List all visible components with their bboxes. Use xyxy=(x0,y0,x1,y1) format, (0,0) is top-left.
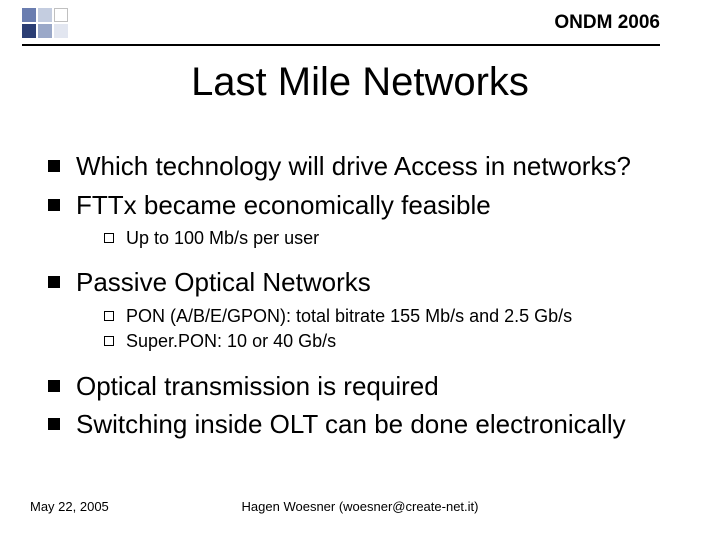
square-bullet-icon xyxy=(48,160,60,172)
logo-square xyxy=(54,8,68,22)
slide-title: Last Mile Networks xyxy=(0,60,720,105)
logo-square xyxy=(22,8,36,22)
header-rule xyxy=(22,44,660,46)
bullet-level1: Optical transmission is required xyxy=(48,370,680,403)
slide: ONDM 2006 Last Mile Networks Which techn… xyxy=(0,0,720,540)
bullet-text: Up to 100 Mb/s per user xyxy=(126,227,319,250)
bullet-text: Passive Optical Networks xyxy=(76,266,371,299)
bullet-text: Which technology will drive Access in ne… xyxy=(76,150,631,183)
bullet-text: Optical transmission is required xyxy=(76,370,439,403)
content-body: Which technology will drive Access in ne… xyxy=(48,150,680,447)
bullet-text: Super.PON: 10 or 40 Gb/s xyxy=(126,330,336,353)
hollow-square-bullet-icon xyxy=(104,336,114,346)
bullet-level1: Switching inside OLT can be done electro… xyxy=(48,408,680,441)
logo-square xyxy=(22,24,36,38)
hollow-square-bullet-icon xyxy=(104,311,114,321)
hollow-square-bullet-icon xyxy=(104,233,114,243)
logo-squares xyxy=(22,8,68,38)
footer: May 22, 2005 Hagen Woesner (woesner@crea… xyxy=(30,499,690,514)
bullet-text: Switching inside OLT can be done electro… xyxy=(76,408,626,441)
square-bullet-icon xyxy=(48,276,60,288)
logo-square xyxy=(54,24,68,38)
logo-square xyxy=(38,8,52,22)
bullet-level1: FTTx became economically feasible xyxy=(48,189,680,222)
bullet-level2: Super.PON: 10 or 40 Gb/s xyxy=(104,330,680,353)
footer-author: Hagen Woesner (woesner@create-net.it) xyxy=(242,499,479,514)
square-bullet-icon xyxy=(48,199,60,211)
bullet-level1: Passive Optical Networks xyxy=(48,266,680,299)
bullet-text: PON (A/B/E/GPON): total bitrate 155 Mb/s… xyxy=(126,305,572,328)
bullet-level2: Up to 100 Mb/s per user xyxy=(104,227,680,250)
bullet-level1: Which technology will drive Access in ne… xyxy=(48,150,680,183)
square-bullet-icon xyxy=(48,418,60,430)
header: ONDM 2006 xyxy=(22,8,660,38)
conference-label: ONDM 2006 xyxy=(554,12,660,34)
bullet-text: FTTx became economically feasible xyxy=(76,189,491,222)
bullet-level2: PON (A/B/E/GPON): total bitrate 155 Mb/s… xyxy=(104,305,680,328)
footer-date: May 22, 2005 xyxy=(30,499,109,514)
square-bullet-icon xyxy=(48,380,60,392)
logo-square xyxy=(38,24,52,38)
